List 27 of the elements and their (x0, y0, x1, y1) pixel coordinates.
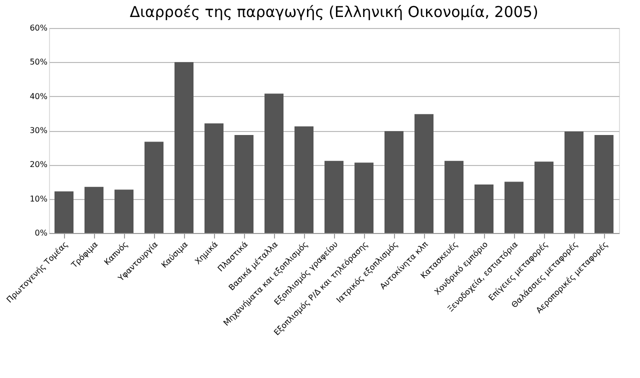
bar (204, 123, 224, 233)
bar (564, 132, 584, 233)
bar (414, 114, 434, 233)
y-tick-label: 30% (30, 126, 48, 135)
bar (54, 191, 74, 233)
bar (504, 182, 524, 233)
bar (444, 160, 464, 233)
y-tick-label: 10% (30, 194, 48, 204)
y-tick-label: 20% (30, 160, 48, 170)
bar (294, 126, 314, 233)
bar (384, 131, 404, 233)
bar (474, 184, 494, 233)
bar (84, 186, 104, 233)
bar (144, 142, 164, 233)
bar (324, 160, 344, 233)
bar (354, 162, 374, 233)
bar (114, 190, 134, 233)
chart-title: Διαρροές της παραγωγής (Ελληνική Οικονομία, 2005) (130, 3, 538, 21)
y-tick-label: 0% (34, 228, 48, 238)
bar (264, 94, 284, 233)
bar (234, 134, 254, 233)
y-tick-label: 60% (30, 24, 48, 32)
y-tick-label: 40% (30, 92, 48, 101)
bar (534, 162, 554, 233)
bar (174, 62, 194, 233)
bar (594, 134, 614, 233)
y-tick-label: 50% (30, 58, 48, 67)
